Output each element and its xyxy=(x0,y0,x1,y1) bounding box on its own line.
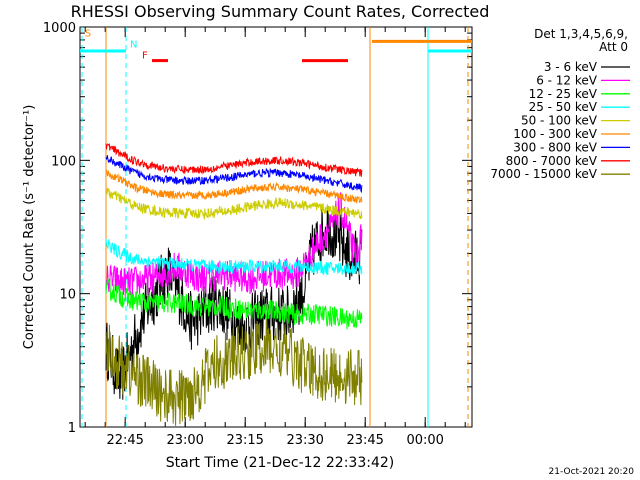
y-axis: 1 10 100 1000 xyxy=(43,21,472,436)
flag-markers: S NF xyxy=(80,28,472,63)
legend-label: 300 - 800 keV xyxy=(513,140,597,154)
x-tick-label: 23:30 xyxy=(286,433,323,448)
y-tick-label: 1000 xyxy=(43,21,76,36)
legend-label: 3 - 6 keV xyxy=(544,60,598,74)
y-tick-label: 10 xyxy=(59,288,76,303)
x-tick-label: 23:45 xyxy=(346,433,383,448)
series-line xyxy=(105,192,363,299)
y-axis-label: Corrected Count Rate (s⁻¹ detector⁻¹) xyxy=(22,105,37,350)
plot-frame xyxy=(79,26,473,428)
chart-title: RHESSI Observing Summary Count Rates, Co… xyxy=(71,2,490,21)
x-tick-label: 23:00 xyxy=(166,433,203,448)
legend-attenuator: Att 0 xyxy=(599,40,628,54)
flag-label: S xyxy=(85,28,91,39)
vertical-marker-lines xyxy=(81,27,469,427)
legend-label: 12 - 25 keV xyxy=(529,87,598,101)
series-group xyxy=(105,142,363,426)
legend-label: 100 - 300 keV xyxy=(513,127,597,141)
series-line xyxy=(105,155,363,194)
flag-label: N xyxy=(130,40,137,51)
series-line xyxy=(105,142,363,177)
flag-label: F xyxy=(142,51,148,62)
series-line xyxy=(105,238,363,277)
legend-label: 6 - 12 keV xyxy=(536,73,598,87)
legend-label: 800 - 7000 keV xyxy=(506,154,598,168)
legend-label: 50 - 100 keV xyxy=(521,114,598,128)
x-axis: 22:45 23:00 23:15 23:30 23:45 00:00 xyxy=(84,27,466,448)
legend-label: 7000 - 15000 keV xyxy=(490,167,597,181)
series-line xyxy=(105,276,363,330)
legend-label: 25 - 50 keV xyxy=(529,100,598,114)
x-tick-label: 23:15 xyxy=(226,433,263,448)
timestamp: 21-Oct-2021 20:20 xyxy=(549,467,635,477)
series-line xyxy=(105,169,363,204)
x-tick-label: 00:00 xyxy=(406,433,443,448)
series-line xyxy=(105,187,363,221)
y-tick-label: 100 xyxy=(51,154,76,169)
x-axis-label: Start Time (21-Dec-12 22:33:42) xyxy=(166,455,394,471)
series-line xyxy=(105,318,363,426)
x-tick-label: 22:45 xyxy=(106,433,143,448)
legend-header: Det 1,3,4,5,6,9, xyxy=(534,27,628,41)
y-tick-label: 1 xyxy=(68,421,76,436)
